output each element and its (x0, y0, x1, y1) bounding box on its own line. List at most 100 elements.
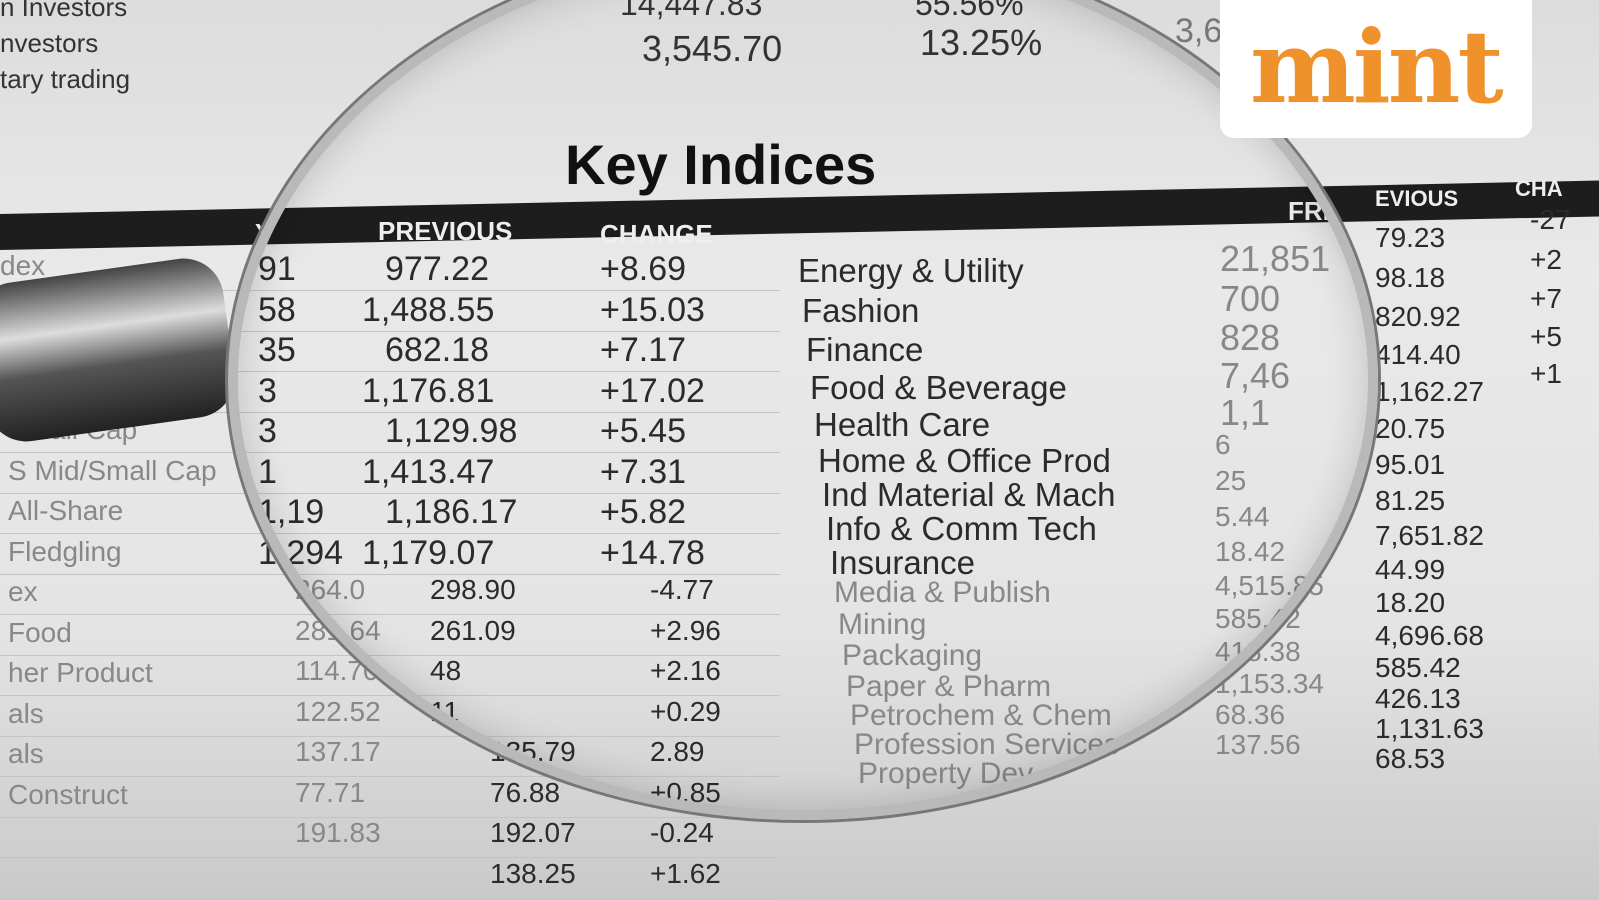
top-row-extra: 3,6 (1175, 12, 1223, 50)
row-rule (0, 857, 780, 858)
left-row-label: ex (8, 576, 38, 607)
right-row-fri: 25 (1215, 465, 1247, 497)
top-row-pct: 13.25% (920, 22, 1043, 63)
left-row-today: 137.17 (295, 736, 381, 767)
header-change: CHANGE (600, 219, 713, 249)
right-row-sector: Health Care (814, 406, 991, 444)
left-row-previous: 682.18 (385, 331, 489, 369)
logo-box (1220, 0, 1532, 138)
left-row-change: +5.82 (600, 493, 687, 531)
row-rule (0, 290, 780, 291)
row-rule (0, 411, 780, 413)
right-row-fri: 6 (1215, 429, 1231, 461)
left-row-label: Food (8, 616, 72, 648)
left-row-today: 77.71 (295, 776, 366, 808)
right-row-fri: 828 (1220, 316, 1281, 358)
left-row-today: 1 (258, 452, 277, 491)
right-row-previous: 98.18 (1375, 261, 1446, 293)
left-row-label: S Mid/Small Cap (8, 454, 217, 486)
right-row-sector: Mining (838, 608, 927, 641)
left-row-previous: 76.88 (490, 776, 561, 808)
row-rule (0, 573, 780, 575)
left-row-change: +15.03 (600, 290, 705, 329)
right-row-previous: 44.99 (1375, 553, 1446, 585)
left-row-change: +2.16 (650, 655, 721, 686)
right-row-fri: 418.38 (1215, 635, 1301, 667)
left-row-change: +0.29 (650, 695, 721, 727)
left-row-previous: 1,488.55 (362, 290, 495, 329)
left-row-today: 1,294 (258, 533, 344, 572)
right-row-change: +2 (1530, 243, 1562, 275)
left-row-label: her Product (8, 657, 153, 688)
left-row-change: +0.85 (650, 776, 721, 808)
right-row-sector: Property Dev (858, 756, 1034, 790)
right-row-previous: 95.01 (1375, 449, 1446, 481)
right-row-change: +1 (1530, 358, 1562, 390)
right-row-fri: 18.42 (1215, 535, 1286, 567)
right-row-previous: 426.13 (1375, 682, 1461, 714)
row-rule (0, 492, 780, 494)
right-row-fri: 5.44 (1215, 500, 1270, 532)
left-row-previous: 1,176.81 (362, 371, 495, 410)
row-rule (0, 897, 780, 899)
right-row-sector: Home & Office Prod (818, 441, 1111, 479)
left-row-change: -0.24 (650, 817, 714, 848)
row-rule (0, 735, 780, 737)
right-row-previous: 414.40 (1375, 338, 1461, 370)
right-row-sector: Paper & Pharm (846, 669, 1052, 703)
left-row-change: +8.69 (600, 250, 687, 288)
left-row-previous: 138.25 (490, 857, 576, 889)
right-row-change: +7 (1530, 282, 1562, 314)
left-row-previous: 1,179.07 (362, 533, 495, 572)
left-row-previous: 192.07 (490, 817, 576, 848)
left-row-change: +7.31 (600, 452, 687, 491)
row-rule (0, 371, 780, 372)
right-row-previous: 81.25 (1375, 484, 1446, 516)
right-row-previous: 1,162.27 (1375, 376, 1484, 408)
left-row-label: dex (0, 250, 46, 281)
right-row-sector: Petrochem & Chem (850, 699, 1112, 733)
left-row-today: 1,19 (258, 493, 325, 531)
header-fri: FRI (1288, 196, 1330, 226)
left-row-today: 91 (258, 250, 296, 288)
left-row-previous: 1,413.47 (362, 452, 495, 491)
right-row-sector: Ind Material & Mach (822, 476, 1116, 514)
right-row-fri: 700 (1220, 277, 1281, 319)
right-row-sector: Fashion (802, 291, 920, 329)
right-row-sector: Packaging (842, 639, 983, 673)
magnifier-handle (0, 253, 240, 447)
right-row-fri: 68.36 (1215, 698, 1286, 730)
left-row-change: +14.78 (600, 533, 705, 572)
mint-logo: mint (1250, 8, 1504, 126)
row-rule (0, 776, 780, 777)
left-row-previous: 135.79 (490, 736, 576, 767)
right-row-sector: Finance (806, 330, 924, 368)
left-row-change: -4.77 (650, 574, 714, 605)
row-rule (0, 654, 780, 656)
row-rule (0, 330, 780, 332)
left-row-label: All-Share (8, 495, 124, 526)
left-row-change: +17.02 (600, 371, 705, 410)
left-row-previous: 1,186.17 (385, 493, 518, 531)
left-row-today: 122.52 (295, 695, 381, 727)
row-rule (0, 452, 780, 453)
left-row-previous: 977.22 (385, 250, 489, 288)
right-row-fri: 21,851 (1220, 238, 1331, 279)
left-row-label: Fledgling (8, 535, 122, 567)
left-row-change: +2.96 (650, 614, 721, 646)
top-row-value: 14,447.83 (620, 0, 763, 22)
right-row-change: +5 (1530, 320, 1562, 352)
header-previous-right: EVIOUS (1375, 186, 1459, 211)
left-row-today: 3 (258, 371, 277, 410)
right-row-sector: Info & Comm Tech (826, 510, 1097, 548)
top-row-pct: 55.56% (915, 0, 1024, 22)
top-row-label: nvestors (0, 28, 99, 58)
left-row-today: 191.83 (295, 817, 381, 848)
left-row-label: als (8, 697, 44, 729)
right-row-fri: 7,46 (1220, 354, 1291, 396)
right-row-previous: 68.53 (1375, 743, 1446, 775)
right-row-previous: 7,651.82 (1375, 519, 1484, 551)
header-change-right: CHA (1515, 176, 1563, 201)
right-row-previous: 1,131.63 (1375, 713, 1484, 745)
left-row-previous: 11 (430, 695, 460, 727)
